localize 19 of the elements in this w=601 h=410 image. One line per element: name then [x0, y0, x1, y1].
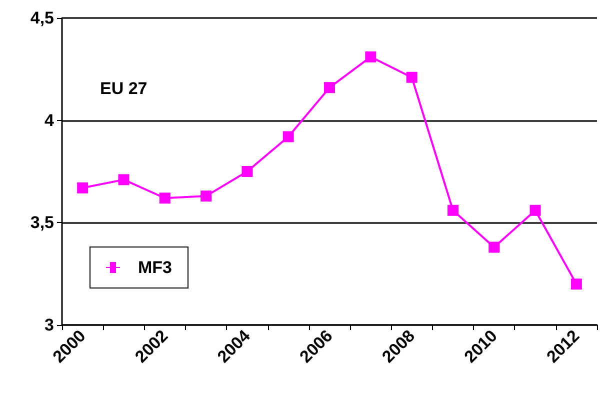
point [530, 204, 541, 216]
point [118, 174, 130, 186]
point [365, 51, 376, 62]
annotation: EU 27 [100, 79, 148, 98]
point [159, 192, 170, 204]
point [242, 166, 253, 177]
legend-label: MF3 [138, 258, 172, 277]
y-tick-label: 4 [44, 110, 55, 130]
point [488, 242, 500, 253]
point [77, 182, 88, 194]
y-tick-label: 4,5 [30, 8, 54, 28]
point [447, 204, 458, 216]
point [570, 278, 582, 290]
point [200, 190, 212, 202]
y-tick-label: 3 [44, 316, 54, 334]
point [324, 82, 335, 94]
point [282, 131, 294, 142]
point [406, 72, 418, 83]
y-tick-label: 3,5 [30, 213, 54, 232]
